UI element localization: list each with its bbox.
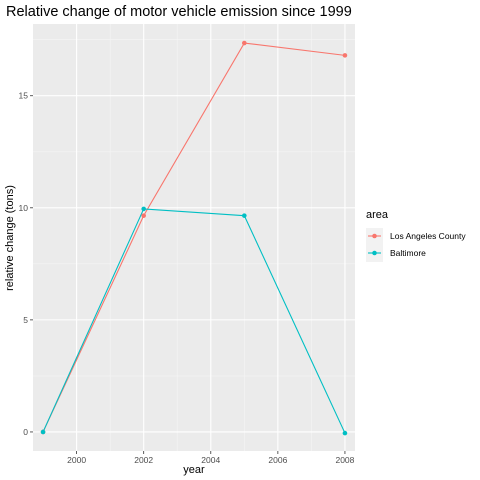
legend-key-point [372,250,377,256]
x-axis: 2000 2002 2004 2006 2008 [67,451,355,465]
chart-title: Relative change of motor vehicle emissio… [6,4,352,20]
data-point [242,40,247,46]
y-axis: 0 5 10 15 [19,91,33,437]
x-tick-label: 2000 [67,455,86,465]
data-point [242,213,247,218]
y-tick-label: 0 [23,427,28,437]
legend-key-point [372,233,377,239]
plot-panel [33,24,355,451]
y-tick-label: 10 [19,203,29,213]
x-tick-label: 2008 [335,455,354,465]
grid-layer [33,24,355,451]
legend-label: Los Angeles County [390,231,466,241]
data-point [141,213,146,218]
y-tick-label: 15 [19,91,29,101]
data-point [141,206,146,212]
legend-items: Los Angeles County Baltimore [366,228,466,262]
legend: area Los Angeles County Baltimore [366,209,466,262]
legend-label: Baltimore [390,248,426,258]
data-point [342,53,348,58]
x-tick-label: 2002 [134,455,153,465]
data-point [40,429,46,435]
legend-title: area [366,209,389,221]
y-axis-title: relative change (tons) [4,185,16,291]
data-point [342,430,348,436]
series-line [42,208,346,434]
y-tick-label: 5 [23,315,28,325]
x-tick-label: 2006 [268,455,287,465]
x-axis-title: year [183,464,205,476]
x-tick-label: 2004 [201,455,220,465]
series-line [42,42,346,433]
series-layer [40,40,348,436]
